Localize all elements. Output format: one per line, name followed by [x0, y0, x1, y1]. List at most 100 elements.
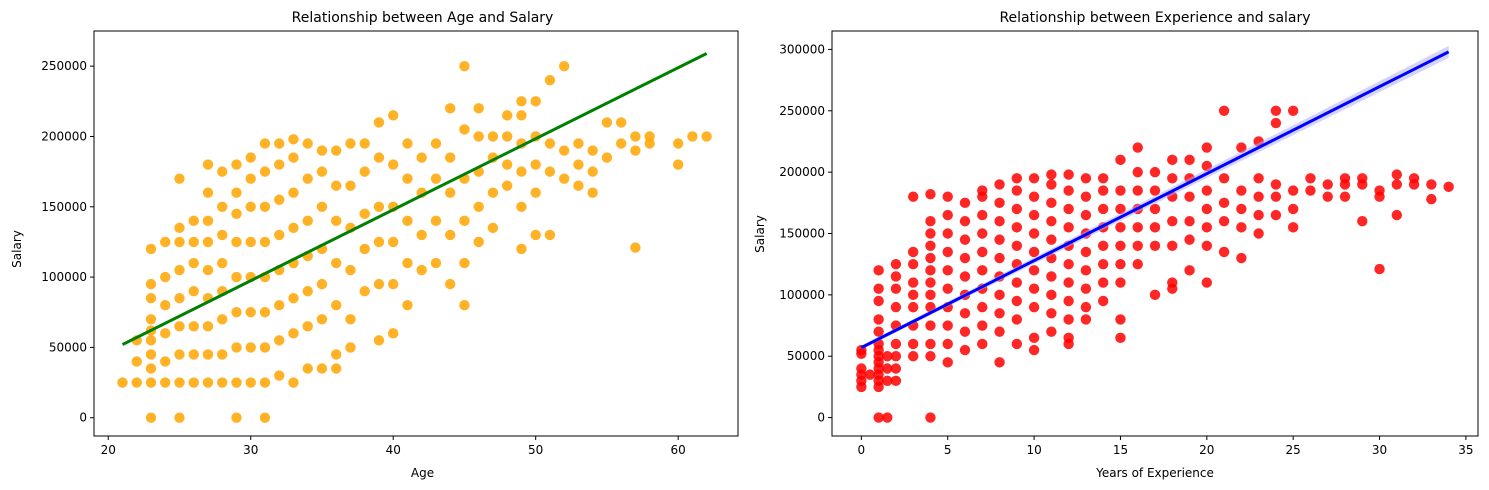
data-point: [615, 117, 627, 128]
data-point: [331, 363, 342, 374]
data-point: [359, 138, 370, 149]
data-point: [907, 351, 919, 362]
chart-age-salary: Relationship between Age and Salary Age …: [10, 10, 739, 480]
data-point: [402, 138, 413, 149]
regression-line: [121, 52, 708, 346]
data-point: [174, 412, 185, 423]
data-point: [316, 145, 328, 156]
data-point: [977, 228, 988, 239]
data-point: [231, 187, 242, 198]
data-point: [1167, 240, 1178, 251]
data-point: [174, 349, 185, 360]
data-point: [459, 257, 470, 269]
y-tick-label: 50000: [49, 340, 87, 354]
data-point: [145, 314, 157, 325]
data-point: [202, 321, 214, 332]
data-point: [544, 138, 556, 149]
data-point: [217, 314, 228, 325]
data-point: [890, 301, 902, 313]
data-point: [925, 338, 936, 350]
data-point: [444, 278, 456, 290]
chart-experience-salary: Relationship between Experience and sala…: [753, 10, 1479, 480]
data-point: [1149, 203, 1161, 215]
data-point: [994, 289, 1005, 301]
data-point: [516, 166, 527, 177]
data-point: [1046, 289, 1057, 301]
data-point: [544, 75, 556, 86]
y-tick-label: 0: [817, 411, 825, 425]
data-point: [459, 300, 470, 311]
data-point: [459, 124, 470, 135]
data-point: [1063, 277, 1074, 288]
data-point: [373, 335, 385, 346]
data-point: [359, 243, 370, 255]
data-point: [259, 307, 271, 318]
data-point: [231, 412, 242, 423]
data-point: [907, 338, 919, 350]
data-point: [1011, 222, 1023, 233]
data-point: [1115, 203, 1126, 215]
data-point: [925, 252, 936, 264]
data-point: [160, 236, 171, 248]
data-point: [1270, 105, 1282, 116]
x-tick-label: 20: [101, 443, 116, 457]
y-tick-label: 300000: [779, 42, 825, 56]
data-point: [977, 209, 988, 221]
data-point: [145, 292, 157, 304]
data-point: [1115, 277, 1126, 288]
data-point: [117, 377, 128, 388]
data-point: [302, 138, 313, 149]
data-point: [131, 377, 142, 388]
x-tick-label: 20: [1199, 443, 1214, 457]
data-point: [925, 289, 936, 301]
data-point: [1097, 185, 1109, 196]
data-point: [558, 145, 570, 156]
data-point: [873, 283, 884, 294]
data-point: [259, 236, 271, 248]
data-point: [202, 215, 214, 227]
data-point: [302, 321, 313, 332]
data-point: [1253, 191, 1264, 202]
data-point: [1028, 191, 1040, 202]
data-point: [994, 252, 1005, 264]
data-point: [288, 134, 299, 145]
data-point: [942, 357, 953, 368]
data-point: [459, 60, 470, 72]
data-point: [1011, 314, 1023, 325]
data-point: [1426, 193, 1437, 205]
data-point: [864, 369, 876, 380]
y-tick-label: 50000: [787, 349, 825, 363]
data-point: [890, 351, 902, 362]
y-tick-label: 0: [79, 411, 87, 425]
data-point: [1201, 203, 1213, 215]
data-point: [1270, 179, 1282, 190]
data-point: [1374, 263, 1385, 275]
data-point: [873, 265, 884, 276]
data-point: [1097, 295, 1109, 307]
data-point: [259, 138, 271, 149]
data-point: [925, 216, 936, 227]
data-point: [1028, 173, 1040, 184]
data-point: [430, 138, 442, 149]
data-point: [1201, 277, 1213, 288]
data-point: [925, 320, 936, 331]
data-point: [288, 377, 299, 388]
data-point: [587, 166, 598, 177]
data-point: [1028, 301, 1040, 313]
data-point: [302, 285, 313, 297]
data-point: [1063, 258, 1074, 270]
data-point: [231, 159, 242, 170]
data-point: [1322, 191, 1333, 202]
data-point: [1115, 154, 1126, 166]
data-point: [160, 300, 171, 311]
data-point: [402, 173, 413, 184]
data-point: [1339, 173, 1351, 184]
data-point: [1115, 222, 1126, 233]
data-point: [1391, 209, 1403, 221]
data-point: [444, 103, 456, 114]
data-point: [288, 328, 299, 339]
x-tick-label: 30: [243, 443, 258, 457]
data-point: [1236, 222, 1247, 233]
data-point: [160, 356, 171, 367]
plot-frame: [831, 30, 1479, 437]
